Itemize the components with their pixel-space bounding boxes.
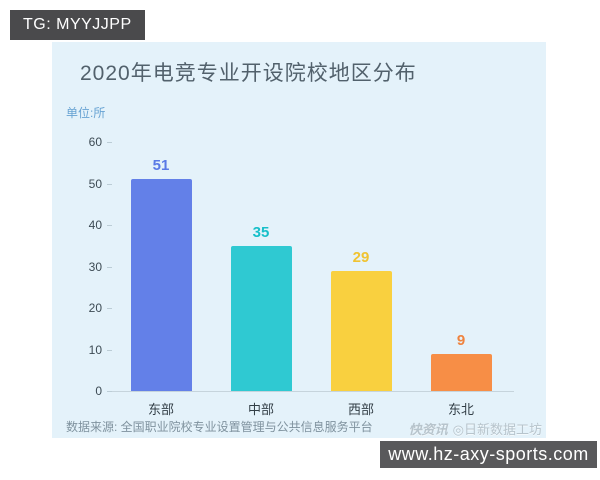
y-tick-label: 60	[88, 135, 102, 149]
bar	[230, 245, 292, 391]
category-label: 中部	[247, 402, 274, 417]
y-tick-mark	[107, 225, 112, 226]
telegram-badge: TG: MYYJJPP	[10, 10, 145, 40]
y-tick-label: 50	[88, 176, 102, 191]
bar	[430, 353, 492, 391]
y-tick-mark	[107, 183, 112, 185]
bar	[330, 270, 392, 391]
y-tick-label: 20	[88, 301, 102, 315]
watermark-author: ◎日新数据工坊	[452, 422, 542, 437]
y-tick-label: 40	[88, 218, 102, 232]
plot-area: 0 10 20 30 40 50 60 51 东部 35 中部 29 西部 9 东北	[52, 42, 546, 438]
y-tick-label: 0	[95, 384, 102, 398]
y-tick-mark	[107, 142, 112, 143]
y-tick-label: 30	[88, 259, 102, 274]
bar-value-label: 29	[352, 248, 370, 266]
category-label: 东部	[147, 402, 174, 417]
bar	[130, 179, 192, 391]
bar-value-label: 9	[456, 331, 466, 349]
website-url-overlay: www.hz-axy-sports.com	[380, 441, 597, 468]
chart-card: 2020年电竞专业开设院校地区分布 单位:所 0 10 20 30 40 50 60 51 东部…	[52, 42, 546, 438]
data-source: 数据来源: 全国职业院校专业设置管理与公共信息服务平台	[66, 420, 373, 434]
y-tick-label: 10	[88, 342, 102, 357]
bar-value-label: 35	[252, 223, 270, 241]
x-axis-line	[110, 391, 514, 392]
category-label: 西部	[347, 402, 374, 417]
y-tick-mark	[107, 266, 112, 268]
platform-watermark: 快资讯 ◎日新数据工坊	[409, 419, 542, 438]
y-tick-mark	[107, 349, 112, 351]
platform-logo: 快资讯	[408, 422, 448, 437]
category-label: 东北	[447, 402, 474, 417]
chart-title: 2020年电竞专业开设院校地区分布	[80, 62, 417, 85]
unit-label: 单位:所	[66, 106, 106, 120]
y-tick-mark	[107, 391, 112, 392]
bar-value-label: 51	[152, 157, 170, 175]
y-tick-mark	[107, 308, 112, 309]
